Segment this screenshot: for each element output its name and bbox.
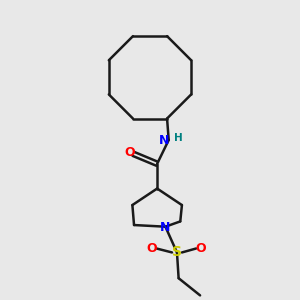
Text: H: H [174,134,182,143]
Text: N: N [159,134,169,146]
Text: O: O [124,146,135,159]
Text: N: N [160,221,171,234]
Text: O: O [146,242,157,255]
Text: S: S [172,245,182,260]
Text: O: O [196,242,206,255]
